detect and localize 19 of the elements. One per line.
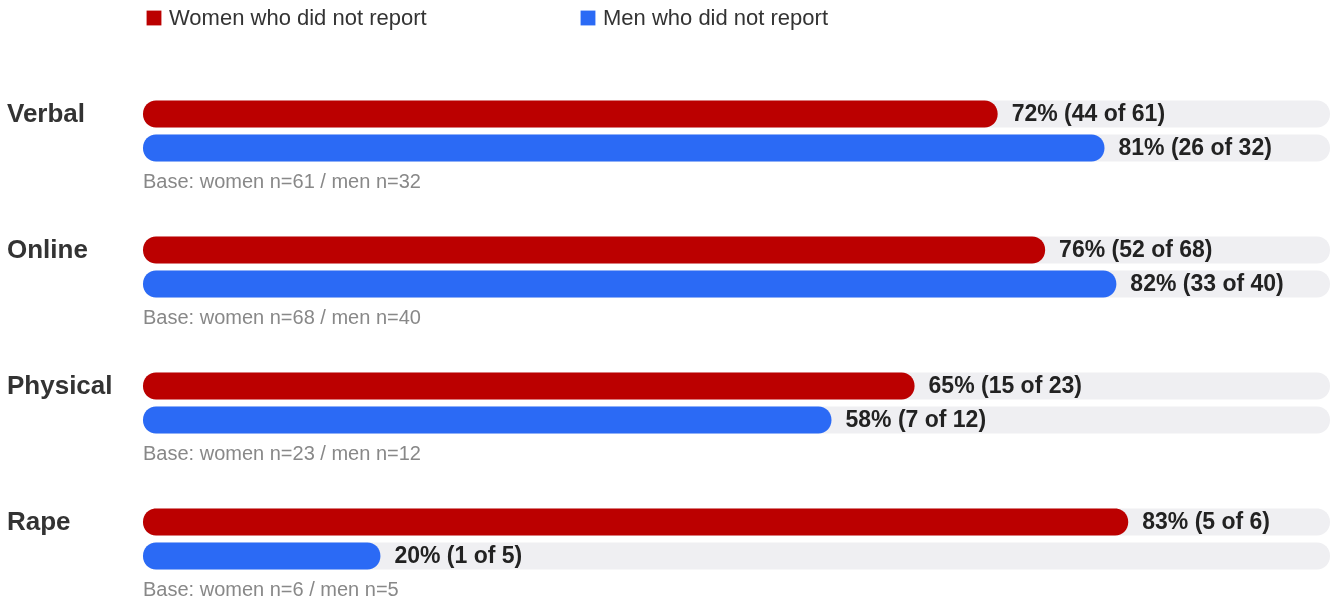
data-label: 58% (7 of 12) — [845, 406, 987, 432]
legend-label: Women who did not report — [169, 5, 427, 30]
annotation: Base: women n=6 / men n=5 — [143, 578, 399, 600]
y-tick-label: Rape — [7, 506, 71, 536]
bar — [143, 542, 381, 570]
y-tick-label: Verbal — [7, 98, 86, 128]
data-label: 82% (33 of 40) — [1130, 270, 1284, 296]
annotation: Base: women n=23 / men n=12 — [143, 442, 421, 464]
annotation: Base: women n=68 / men n=40 — [143, 306, 421, 328]
y-tick-label: Physical — [7, 370, 113, 400]
data-label: 72% (44 of 61) — [1011, 100, 1166, 126]
y-tick-label: Online — [7, 234, 88, 264]
annotation: Base: women n=61 / men n=32 — [143, 170, 421, 192]
data-label: 76% (52 of 68) — [1059, 236, 1213, 262]
data-label: 81% (26 of 32) — [1118, 134, 1272, 160]
data-label: 83% (5 of 6) — [1142, 508, 1271, 534]
legend-label: Men who did not report — [603, 5, 829, 30]
data-label: 65% (15 of 23) — [928, 372, 1082, 398]
data-label: 20% (1 of 5) — [394, 542, 523, 568]
